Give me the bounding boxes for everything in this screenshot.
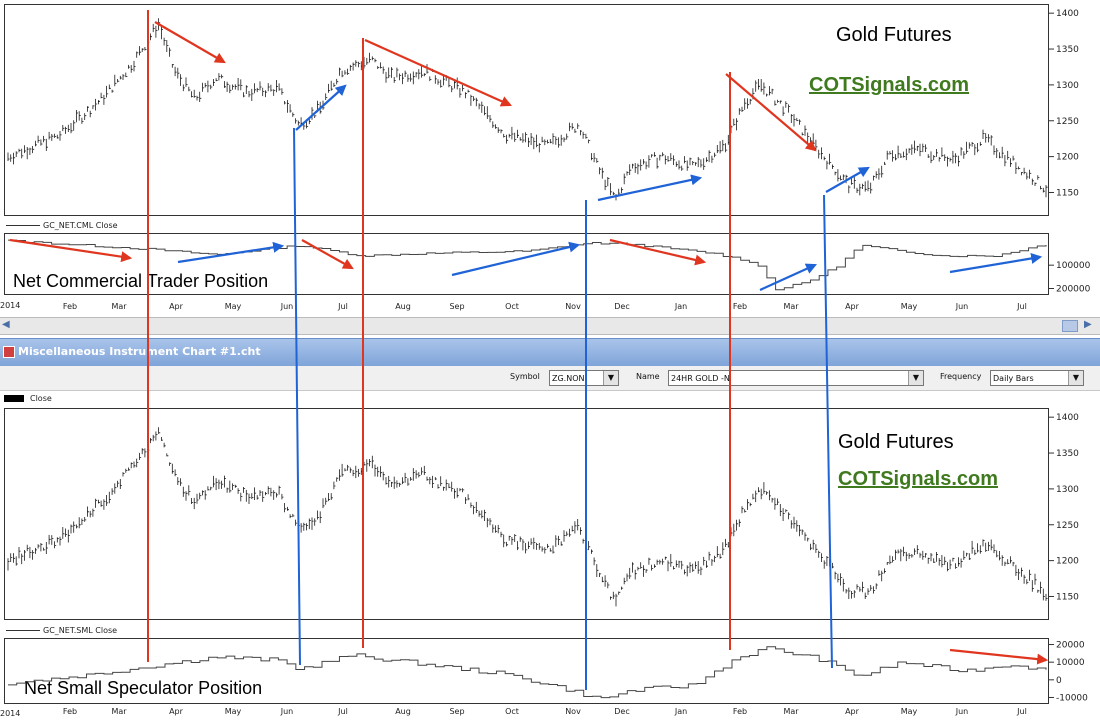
month-label: Apr <box>169 707 184 716</box>
top-title: Gold Futures <box>836 24 952 46</box>
cml-tick-label: 200000 <box>1056 285 1091 295</box>
month-label: Jun <box>955 302 969 311</box>
year-label-bottom: 2014 <box>0 709 21 718</box>
month-label: Mar <box>783 302 799 311</box>
symbol-label: Symbol <box>510 372 540 381</box>
bottom-tick-label: 1150 <box>1056 592 1079 602</box>
month-label: Sep <box>449 302 464 311</box>
month-label: May <box>225 707 242 716</box>
month-label: Apr <box>845 302 860 311</box>
scroll-right-icon[interactable]: ▶ <box>1084 319 1092 330</box>
bottom-tick-label: 1300 <box>1056 485 1079 495</box>
month-label: Feb <box>63 302 77 311</box>
month-label: Mar <box>111 302 127 311</box>
chart-window-icon <box>3 346 15 358</box>
top-tick-label: 1300 <box>1056 81 1079 91</box>
month-label: Jun <box>280 302 294 311</box>
month-label: Jun <box>280 707 294 716</box>
cml-tick-label: 100000 <box>1056 261 1091 271</box>
bottom-site-link[interactable]: COTSignals.com <box>838 468 999 490</box>
month-label: Sep <box>449 707 464 716</box>
close-series-label: Close <box>4 394 52 403</box>
name-select[interactable]: 24HR GOLD -N ▼ <box>668 370 924 386</box>
month-label: Aug <box>395 302 411 311</box>
month-label: Feb <box>733 302 747 311</box>
bottom-tick-label: 1250 <box>1056 521 1079 531</box>
bottom-tick-label: 1350 <box>1056 449 1079 459</box>
top-tick-label: 1200 <box>1056 153 1079 163</box>
month-label: May <box>901 302 918 311</box>
frequency-select[interactable]: Daily Bars ▼ <box>990 370 1084 386</box>
name-label: Name <box>636 372 660 381</box>
month-label: Jan <box>674 302 687 311</box>
year-label-top: 2014 <box>0 301 21 310</box>
month-label: May <box>225 302 242 311</box>
month-label: Jul <box>337 707 348 716</box>
chevron-down-icon[interactable]: ▼ <box>1068 371 1083 385</box>
month-label: Apr <box>169 302 184 311</box>
top-tick-label: 1250 <box>1056 117 1079 127</box>
month-label: Feb <box>733 707 747 716</box>
sml-caption: Net Small Speculator Position <box>24 678 263 698</box>
sml-series-label: GC_NET.SML Close <box>6 626 117 635</box>
horizontal-scrollbar[interactable]: ◀ ▶ <box>0 317 1100 335</box>
scroll-left-icon[interactable]: ◀ <box>2 319 10 330</box>
month-label: May <box>901 707 918 716</box>
sml-tick-label: 20000 <box>1056 641 1085 651</box>
month-label: Oct <box>505 302 519 311</box>
window-titlebar[interactable]: Miscellaneous Instrument Chart #1.cht <box>0 338 1100 368</box>
sml-tick-label: 0 <box>1056 676 1062 686</box>
cml-series-label: GC_NET.CML Close <box>6 221 118 230</box>
sml-tick-label: 10000 <box>1056 658 1085 668</box>
top-tick-label: 1350 <box>1056 45 1079 55</box>
top-tick-label: 1400 <box>1056 9 1079 19</box>
month-label: Jul <box>1016 707 1027 716</box>
month-label: Jul <box>1016 302 1027 311</box>
month-label: Jan <box>674 707 687 716</box>
month-label: Oct <box>505 707 519 716</box>
month-label: Mar <box>111 707 127 716</box>
top-site-link[interactable]: COTSignals.com <box>809 74 970 96</box>
sml-tick-label: -10000 <box>1056 693 1088 703</box>
month-label: Dec <box>614 707 629 716</box>
scroll-thumb[interactable] <box>1062 320 1078 332</box>
top-tick-label: 1150 <box>1056 188 1079 198</box>
month-label: Apr <box>845 707 860 716</box>
bottom-tick-label: 1200 <box>1056 557 1079 567</box>
month-label: Nov <box>565 302 581 311</box>
month-label: Jul <box>337 302 348 311</box>
month-label: Feb <box>63 707 77 716</box>
cml-caption: Net Commercial Trader Position <box>13 271 269 291</box>
chevron-down-icon[interactable]: ▼ <box>603 371 618 385</box>
month-label: Mar <box>783 707 799 716</box>
bottom-title: Gold Futures <box>838 431 954 453</box>
symbol-select[interactable]: ZG.NON ▼ <box>549 370 619 386</box>
month-label: Dec <box>614 302 629 311</box>
month-label: Jun <box>955 707 969 716</box>
bottom-tick-label: 1400 <box>1056 413 1079 423</box>
month-label: Nov <box>565 707 581 716</box>
frequency-label: Frequency <box>940 372 982 381</box>
chevron-down-icon[interactable]: ▼ <box>908 371 923 385</box>
month-label: Aug <box>395 707 411 716</box>
window-title: Miscellaneous Instrument Chart #1.cht <box>18 345 261 358</box>
